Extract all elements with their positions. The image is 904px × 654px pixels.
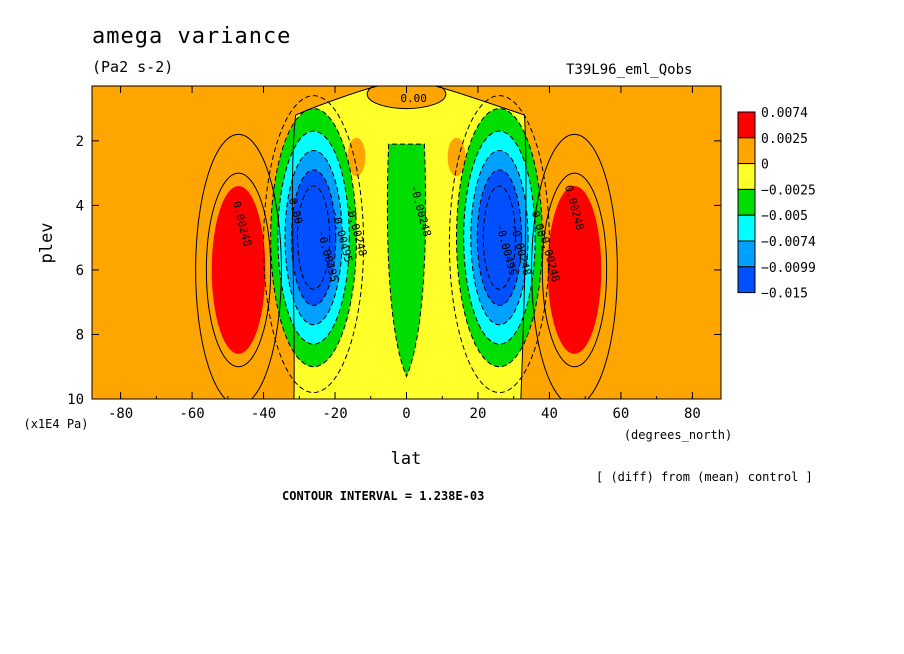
x-tick-label: 80: [684, 406, 701, 422]
run-name: T39L96_eml_Qobs: [566, 62, 693, 78]
contour-line: [366, 86, 447, 110]
colorbar-swatch: [737, 214, 756, 242]
contour-label: 0.00: [400, 92, 427, 105]
diff-note: [ (diff) from (mean) control ]: [596, 470, 813, 484]
colorbar-swatch: [737, 266, 756, 294]
x-tick-label: 40: [541, 406, 558, 422]
colorbar-label: −0.0074: [761, 235, 816, 250]
sh-negative-level-3: [291, 169, 336, 306]
chart-units: (Pa2 s-2): [92, 58, 174, 76]
y-tick-label: 6: [76, 263, 84, 279]
colorbar-swatch: [737, 137, 756, 165]
x-axis-label: lat: [391, 449, 422, 469]
contour-line: [470, 150, 529, 326]
x-tick-label: 0: [402, 406, 410, 422]
x-tick-label: 60: [613, 406, 630, 422]
colorbar-label: 0: [761, 158, 769, 173]
x-tick-label: -40: [251, 406, 276, 422]
colorbar-swatch: [737, 240, 756, 268]
y-axis-label: plev: [37, 223, 57, 264]
contour-line: [263, 95, 365, 394]
y-tick-label: 2: [76, 134, 84, 150]
contour-line: [205, 172, 272, 368]
y-tick-label: 8: [76, 327, 84, 343]
contour-line: [290, 169, 337, 306]
nh-negative-level-3: [477, 169, 522, 306]
colorbar-swatch: [737, 188, 756, 216]
contour-line: [270, 108, 357, 368]
contour-line: [448, 95, 550, 394]
colorbar-label: −0.015: [761, 287, 808, 302]
colorbar-swatch: [737, 111, 756, 139]
contour-line: [277, 130, 350, 345]
field-sh-positive-max: [211, 186, 266, 354]
y-tick-label: 4: [76, 198, 84, 214]
y-axis-unit: (x1E4 Pa): [23, 417, 88, 431]
contour-interval: CONTOUR INTERVAL = 1.238E-03: [282, 489, 485, 503]
x-tick-label: -80: [108, 406, 133, 422]
field-top-lobe: [367, 86, 446, 109]
contour-line: [531, 133, 618, 399]
x-tick-label: 20: [470, 406, 487, 422]
y-tick-label: 10: [67, 392, 84, 408]
colorbar-swatch: [737, 163, 756, 190]
contour-line: [463, 130, 536, 345]
field-equatorial-negative: [387, 144, 426, 377]
x-axis-unit: (degrees_north): [624, 428, 732, 442]
contour-line: [291, 86, 527, 399]
x-tick-label: -20: [322, 406, 347, 422]
contour-line: [296, 185, 331, 290]
colorbar-label: −0.0025: [761, 183, 816, 198]
contour-line: [541, 172, 608, 368]
chart-title: amega variance: [92, 24, 292, 49]
colorbar-label: −0.005: [761, 209, 808, 224]
contour-line: [476, 169, 523, 306]
contour-line: [456, 108, 543, 368]
field-nh-positive-max: [547, 186, 602, 354]
colorbar-label: 0.0074: [761, 106, 808, 121]
colorbar-label: 0.0025: [761, 132, 808, 147]
contour-line: [386, 143, 427, 378]
contour-line: [195, 133, 282, 399]
contour-line: [482, 185, 517, 290]
x-tick-label: -60: [179, 406, 204, 422]
colorbar-label: −0.0099: [761, 261, 816, 276]
contour-line: [284, 150, 343, 326]
